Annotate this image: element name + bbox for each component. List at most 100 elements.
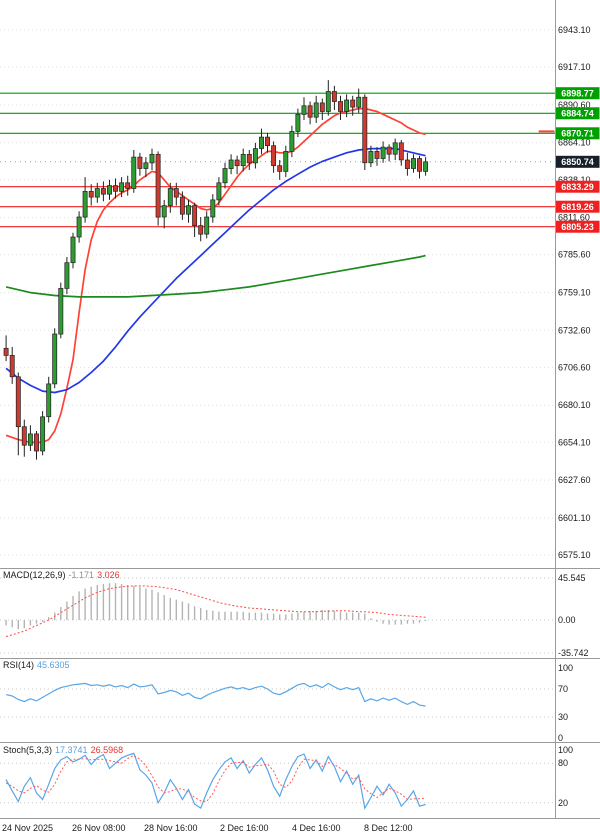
candle-bullish <box>204 216 210 235</box>
stoch-main-line <box>5 752 426 810</box>
candle-bullish <box>210 199 216 218</box>
macd-indicator-label: MACD(12,26,9) -1.171 3.026 <box>3 570 123 580</box>
candle-bearish <box>137 156 143 169</box>
price-badge <box>555 127 600 140</box>
candle-bullish <box>149 153 155 164</box>
axis-tick-label: 6785.60 <box>558 250 591 260</box>
price-badge-label: 6805.23 <box>561 222 594 232</box>
candle-bearish <box>15 376 21 428</box>
candle-bullish <box>64 262 70 289</box>
candle-bearish <box>198 225 204 235</box>
time-axis-label: 28 Nov 16:00 <box>144 823 198 833</box>
candle-bearish <box>331 91 337 102</box>
candle-bearish <box>100 188 106 195</box>
axis-tick-label: 6890.60 <box>558 100 591 110</box>
candle-bullish <box>131 156 137 189</box>
candle-bullish <box>58 288 64 335</box>
axis-tick-label: 6759.10 <box>558 288 591 298</box>
stoch-value-signal: 26.5968 <box>90 745 124 755</box>
candle-bullish <box>40 416 46 452</box>
macd-signal-line <box>5 585 426 638</box>
price-badge <box>555 200 600 213</box>
candle-bullish <box>423 161 429 172</box>
candle-bullish <box>216 182 222 201</box>
stoch-value-main: 17.3741 <box>55 745 88 755</box>
stoch-name: Stoch(5,3,3) <box>3 745 53 755</box>
candle-bearish <box>404 159 410 169</box>
candle-bullish <box>240 153 246 167</box>
candle-bullish <box>167 188 173 206</box>
stoch-signal-line <box>5 754 426 803</box>
candle-bullish <box>186 205 191 215</box>
candle-bearish <box>34 433 39 452</box>
candle-bullish <box>52 333 58 385</box>
candle-bearish <box>277 165 283 172</box>
axis-tick-label: 6943.10 <box>558 25 591 35</box>
rsi-indicator-label: RSI(14) 45.6305 <box>3 660 73 670</box>
price-badge-label: 6819.26 <box>561 202 594 212</box>
axis-tick-label: 6706.60 <box>558 362 591 372</box>
candle-bearish <box>271 145 277 167</box>
axis-tick-label: 6627.60 <box>558 475 591 485</box>
candle-bearish <box>398 142 404 161</box>
axis-tick-label: 100 <box>558 663 573 673</box>
axis-tick-label: 6838.10 <box>558 175 591 185</box>
price-badge <box>555 87 600 100</box>
macd-value-signal: 3.026 <box>97 570 120 580</box>
time-axis-label: 24 Nov 2025 <box>2 823 53 833</box>
candle-bullish <box>325 91 331 112</box>
candle-bullish <box>143 162 149 169</box>
axis-tick-label: 6575.10 <box>558 550 591 560</box>
time-axis-label: 26 Nov 08:00 <box>72 823 126 833</box>
candle-bullish <box>368 151 374 164</box>
axis-tick-label: 6917.10 <box>558 62 591 72</box>
candle-bullish <box>94 188 100 198</box>
rsi-name: RSI(14) <box>3 660 35 670</box>
candle-bearish <box>192 205 198 226</box>
candle-bullish <box>119 182 125 192</box>
time-axis-label: 2 Dec 16:00 <box>220 823 269 833</box>
axis-tick-label: 0.00 <box>558 615 576 625</box>
price-badge-label: 6833.29 <box>561 182 594 192</box>
candle-bearish <box>374 151 380 159</box>
candle-bullish <box>295 113 301 132</box>
candle-bearish <box>21 426 27 446</box>
rsi-value: 45.6305 <box>37 660 70 670</box>
candle-bullish <box>70 236 76 264</box>
axis-tick-label: 6811.60 <box>558 213 590 223</box>
candle-bullish <box>76 216 82 238</box>
candle-bullish <box>161 205 167 218</box>
axis-tick-label: 6601.10 <box>558 513 591 523</box>
candle-bullish <box>27 433 33 446</box>
candle-bullish <box>356 96 362 108</box>
candle-bullish <box>301 105 307 115</box>
candle-bullish <box>313 102 319 118</box>
candle-bearish <box>155 153 161 218</box>
candle-bullish <box>259 136 264 149</box>
candle-bullish <box>411 158 416 169</box>
price-badge-label: 6870.71 <box>561 129 594 139</box>
time-axis-label: 8 Dec 12:00 <box>364 823 413 833</box>
candle-bearish <box>234 159 240 167</box>
macd-value-main: -1.171 <box>68 570 95 580</box>
axis-tick-label: 6864.10 <box>558 138 591 148</box>
price-badge <box>555 220 600 233</box>
axis-tick-label: 70 <box>558 684 568 694</box>
candle-bearish <box>113 185 118 192</box>
price-badge <box>555 155 600 168</box>
axis-tick-label: 6732.60 <box>558 325 591 335</box>
axis-tick-label: 45.545 <box>558 573 586 583</box>
candle-bearish <box>417 158 422 172</box>
macd-name: MACD(12,26,9) <box>3 570 66 580</box>
candle-bearish <box>179 196 185 215</box>
axis-tick-label: 20 <box>558 798 568 808</box>
axis-tick-label: -35.742 <box>558 648 589 658</box>
candle-bearish <box>338 101 343 112</box>
candle-bearish <box>350 99 356 108</box>
candle-bullish <box>380 146 386 159</box>
axis-tick-label: 30 <box>558 712 568 722</box>
candle-bullish <box>344 99 350 112</box>
